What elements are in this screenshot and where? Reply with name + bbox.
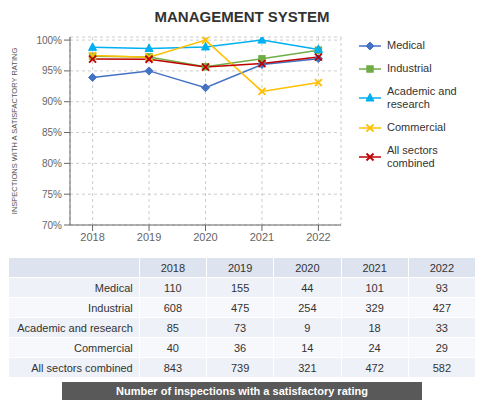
svg-text:2020: 2020 bbox=[193, 231, 217, 243]
html-text:321: 321 bbox=[298, 361, 317, 374]
svg-text:95%: 95% bbox=[42, 65, 62, 76]
html-text:427: 427 bbox=[432, 301, 451, 314]
html-text:85: 85 bbox=[166, 321, 179, 334]
html-text:Industrial: Industrial bbox=[88, 301, 133, 314]
html-text:843: 843 bbox=[163, 361, 182, 374]
html-text:110: 110 bbox=[164, 281, 182, 294]
html-text:36: 36 bbox=[234, 341, 247, 354]
html-text:Academic and research: Academic and research bbox=[17, 321, 133, 334]
html-text:research: research bbox=[387, 98, 430, 110]
svg-text:2021: 2021 bbox=[250, 231, 274, 243]
html-text:All sectors: All sectors bbox=[387, 144, 438, 156]
svg-text:70%: 70% bbox=[42, 220, 62, 231]
svg-text:90%: 90% bbox=[42, 96, 62, 107]
svg-text:80%: 80% bbox=[42, 158, 62, 169]
html-text:Commercial: Commercial bbox=[387, 121, 446, 133]
html-text:MANAGEMENT SYSTEM: MANAGEMENT SYSTEM bbox=[154, 8, 330, 25]
html-text:2019: 2019 bbox=[227, 261, 253, 274]
html-text:2021: 2021 bbox=[362, 261, 387, 274]
html-text:33: 33 bbox=[435, 321, 448, 334]
html-text:18: 18 bbox=[368, 321, 381, 334]
html-text:9: 9 bbox=[304, 321, 311, 334]
html-text:Number of inspections with a s: Number of inspections with a satisfactor… bbox=[116, 385, 368, 397]
html-text:Commercial: Commercial bbox=[74, 341, 133, 354]
html-text:All sectors combined: All sectors combined bbox=[31, 361, 133, 374]
html-text:475: 475 bbox=[230, 301, 250, 314]
svg-text:85%: 85% bbox=[42, 127, 62, 138]
svg-text:100%: 100% bbox=[36, 35, 62, 46]
html-text:739: 739 bbox=[230, 361, 250, 374]
svg-text:INSPECTIONS WITH A SATISFACTOR: INSPECTIONS WITH A SATISFACTORY RATING bbox=[10, 48, 19, 215]
html-text:155: 155 bbox=[230, 281, 250, 294]
html-text:44: 44 bbox=[301, 281, 314, 294]
html-text:14: 14 bbox=[301, 341, 314, 354]
svg-text:75%: 75% bbox=[42, 189, 62, 200]
html-text:29: 29 bbox=[435, 341, 448, 354]
html-text:93: 93 bbox=[435, 281, 448, 294]
html-text:2020: 2020 bbox=[295, 261, 320, 274]
html-text:24: 24 bbox=[368, 341, 381, 354]
html-text:101: 101 bbox=[365, 281, 384, 294]
html-text:40: 40 bbox=[166, 341, 179, 354]
html-text:254: 254 bbox=[298, 301, 317, 314]
html-text:Medical: Medical bbox=[94, 281, 133, 294]
svg-text:2022: 2022 bbox=[306, 231, 330, 243]
html-text:Industrial: Industrial bbox=[387, 62, 432, 74]
html-text:582: 582 bbox=[432, 361, 451, 374]
html-text:Academic and: Academic and bbox=[387, 85, 457, 97]
svg-text:2018: 2018 bbox=[80, 231, 104, 243]
html-text:472: 472 bbox=[365, 361, 384, 374]
html-text:combined: combined bbox=[387, 157, 435, 169]
svg-text:2019: 2019 bbox=[137, 231, 161, 243]
html-text:Medical: Medical bbox=[387, 39, 425, 51]
html-text:2022: 2022 bbox=[429, 261, 455, 274]
html-text:329: 329 bbox=[365, 301, 384, 314]
html-text:608: 608 bbox=[163, 301, 182, 314]
html-text:73: 73 bbox=[234, 321, 247, 334]
html-text:2018: 2018 bbox=[160, 261, 186, 274]
